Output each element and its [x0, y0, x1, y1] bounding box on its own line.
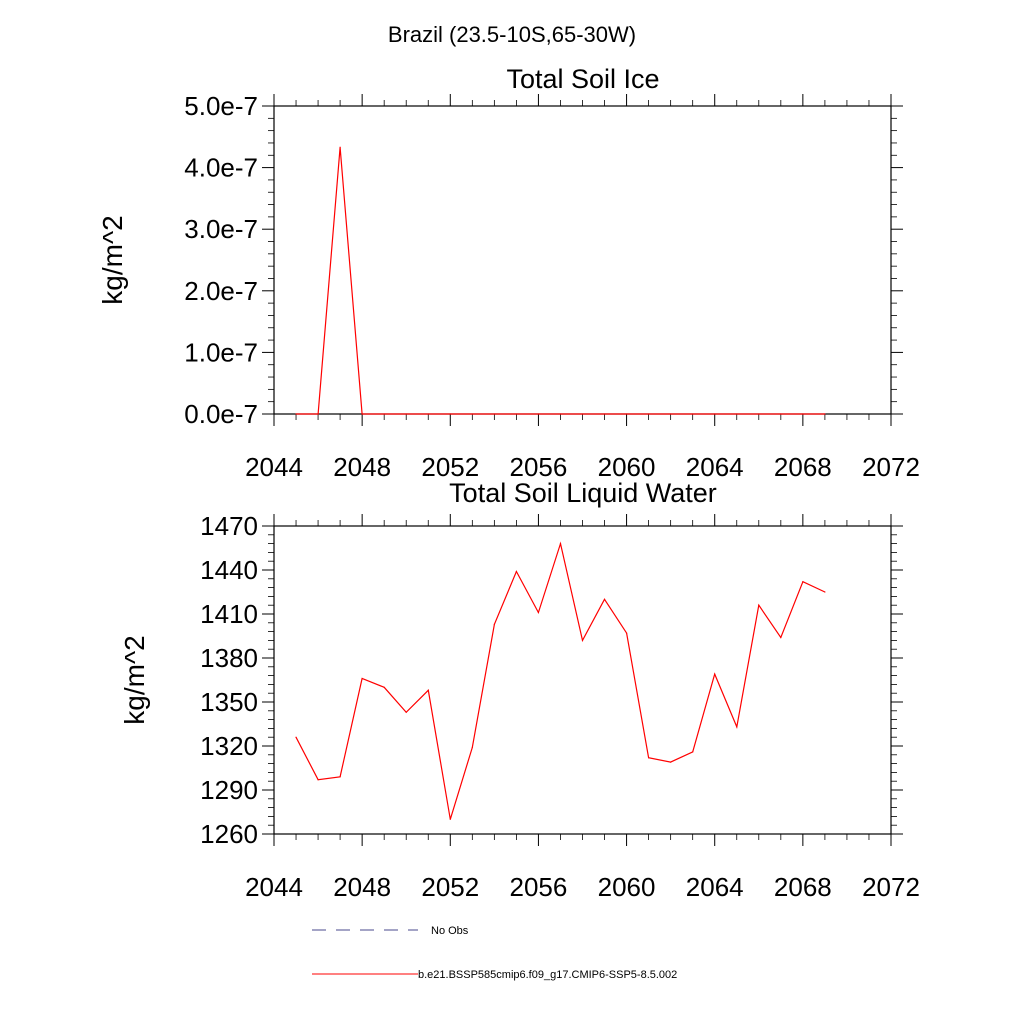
axis-ticks: 2044 2048 2052 2056 2060 2064 2068 2072 1260 1290…: [200, 511, 920, 902]
x-tick-label: 2048: [333, 452, 391, 482]
y-tick-label: 4.0e-7: [184, 153, 258, 183]
y-tick-label: 1380: [200, 643, 258, 673]
data-point: [449, 818, 451, 820]
data-point: [648, 413, 650, 415]
data-point: [295, 413, 297, 415]
data-point: [625, 632, 628, 634]
data-point: [670, 413, 672, 415]
y-tick-label: 3.0e-7: [184, 214, 258, 244]
data-point: [581, 639, 584, 642]
series-group: [295, 541, 826, 820]
chart-title: Total Soil Liquid Water: [449, 478, 717, 508]
page-title: Brazil (23.5-10S,65-30W): [388, 22, 636, 47]
data-point: [515, 570, 517, 573]
data-point: [692, 413, 694, 415]
x-tick-label: 2044: [245, 452, 303, 482]
chart-total-soil-liquid-water: Total Soil Liquid Water kg/m^2 2044 2048 2…: [119, 478, 920, 902]
x-tick-label: 2060: [598, 872, 656, 902]
axis-ticks: 2044 2048 2052 2056 2060 2064 2068 2072 0.0e-7 1.…: [184, 91, 920, 482]
data-point: [405, 711, 407, 713]
data-point: [824, 591, 826, 593]
data-point: [559, 543, 562, 545]
data-point: [559, 413, 562, 415]
data-point: [383, 686, 385, 688]
legend: No Obs b.e21.BSSP585cmip6.f09_g17.CMIP6-…: [312, 925, 677, 981]
x-tick-label: 2068: [774, 872, 832, 902]
y-tick-label: 1440: [200, 555, 258, 585]
y-tick-label: 2.0e-7: [184, 276, 258, 306]
data-point: [537, 413, 540, 415]
data-point: [339, 776, 341, 778]
data-point: [714, 673, 716, 675]
x-tick-label: 2064: [686, 872, 744, 902]
y-tick-label: 5.0e-7: [184, 91, 258, 121]
series-line: [295, 541, 826, 820]
chart-title: Total Soil Ice: [506, 64, 659, 94]
data-point: [427, 413, 429, 415]
data-point: [780, 413, 782, 415]
legend-label-model: b.e21.BSSP585cmip6.f09_g17.CMIP6-SSP5-8.…: [418, 969, 677, 981]
data-point: [581, 413, 584, 415]
x-tick-label: 2052: [421, 872, 479, 902]
x-tick-label: 2056: [510, 452, 568, 482]
data-point: [824, 413, 826, 415]
x-tick-label: 2048: [333, 872, 391, 902]
x-tick-label: 2060: [598, 452, 656, 482]
data-point: [361, 677, 363, 680]
data-point: [802, 413, 804, 415]
data-point: [648, 757, 650, 759]
data-point: [361, 413, 363, 415]
data-point: [758, 604, 760, 606]
data-point: [427, 689, 429, 691]
data-point: [471, 746, 473, 749]
y-tick-label: 1260: [200, 819, 258, 849]
data-point: [537, 611, 540, 614]
data-point: [603, 598, 606, 600]
data-point: [515, 413, 517, 415]
data-point: [405, 413, 407, 415]
data-point: [471, 413, 473, 415]
data-point: [670, 761, 672, 763]
data-point: [339, 146, 341, 148]
x-tick-label: 2044: [245, 872, 303, 902]
data-point: [625, 413, 628, 415]
plot-frame: [273, 105, 892, 415]
data-point: [714, 413, 716, 415]
legend-label-no-obs: No Obs: [431, 925, 469, 937]
data-point: [493, 413, 495, 415]
data-point: [383, 413, 385, 415]
data-point: [493, 623, 495, 625]
x-tick-label: 2064: [686, 452, 744, 482]
x-tick-label: 2068: [774, 452, 832, 482]
data-point: [692, 751, 694, 753]
y-tick-label: 1410: [200, 599, 258, 629]
x-tick-label: 2056: [510, 872, 568, 902]
y-tick-label: 1470: [200, 511, 258, 541]
y-axis-label: kg/m^2: [97, 215, 128, 304]
y-axis-label: kg/m^2: [119, 635, 150, 724]
series-group: [295, 146, 826, 415]
x-tick-label: 2072: [862, 452, 920, 482]
data-point: [317, 413, 319, 415]
data-point: [449, 413, 451, 415]
y-tick-label: 1.0e-7: [184, 337, 258, 367]
data-point: [317, 779, 319, 781]
data-point: [780, 636, 782, 639]
data-point: [736, 726, 738, 728]
series-line: [296, 147, 825, 415]
y-tick-label: 1290: [200, 775, 258, 805]
data-point: [758, 413, 760, 415]
data-point: [802, 581, 804, 583]
data-point: [736, 413, 738, 415]
y-tick-label: 1350: [200, 687, 258, 717]
y-tick-label: 0.0e-7: [184, 399, 258, 429]
x-tick-label: 2052: [421, 452, 479, 482]
data-point: [603, 413, 606, 415]
chart-total-soil-ice: Total Soil Ice kg/m^2 2044 2048 2052 2056 20…: [97, 64, 920, 482]
y-tick-label: 1320: [200, 731, 258, 761]
x-tick-label: 2072: [862, 872, 920, 902]
data-point: [295, 736, 297, 738]
